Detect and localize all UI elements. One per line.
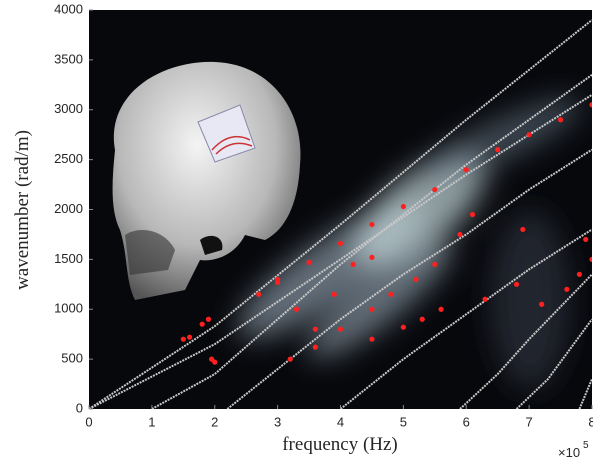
data-point	[256, 291, 262, 297]
y-tick-label: 2500	[54, 151, 83, 166]
data-point	[576, 271, 583, 277]
x-tick-label: 0	[85, 414, 92, 429]
data-point	[413, 276, 419, 282]
data-point	[400, 203, 406, 210]
x-tick-label: 1	[148, 414, 155, 429]
data-point	[482, 296, 488, 302]
data-point	[388, 291, 394, 297]
data-point	[432, 261, 438, 267]
y-tick-label: 0	[76, 400, 83, 415]
dispersion-curve	[459, 273, 592, 409]
data-point	[400, 324, 406, 330]
data-point	[432, 186, 438, 193]
y-axis-label: wavenumber (rad/m)	[12, 130, 33, 290]
data-point	[205, 316, 212, 322]
data-point	[369, 336, 375, 342]
data-point	[180, 336, 186, 342]
data-point	[589, 102, 592, 108]
dispersion-curve	[578, 378, 592, 409]
y-tick-label: 1500	[54, 251, 83, 266]
x-tick-label: 2	[211, 414, 218, 429]
y-tick-label: 4000	[54, 1, 83, 16]
x-tick-label: 8	[588, 414, 593, 429]
y-tick-label: 3000	[54, 101, 83, 116]
y-tick-label: 500	[61, 351, 83, 366]
x-tick-label: 5	[400, 414, 407, 429]
data-point	[350, 261, 356, 267]
dispersion-curve	[515, 318, 592, 409]
data-point	[293, 306, 300, 312]
data-point	[312, 344, 318, 350]
dispersion-curve	[226, 148, 592, 409]
data-point	[526, 132, 532, 138]
x-axis-label: frequency (Hz)	[282, 434, 398, 455]
data-point	[463, 167, 469, 173]
data-point	[369, 221, 375, 228]
data-point	[469, 211, 476, 218]
dispersion-curve	[89, 93, 592, 409]
data-point	[187, 334, 193, 340]
y-tick-label: 2000	[54, 201, 83, 216]
data-point	[589, 256, 592, 262]
data-point	[337, 240, 344, 247]
dispersion-curve	[151, 74, 592, 409]
x-tick-label: 4	[337, 414, 344, 429]
x-multiplier: ×10	[558, 445, 580, 460]
data-point	[209, 356, 215, 362]
data-point	[557, 117, 564, 123]
data-point	[369, 306, 375, 312]
x-tick-label: 7	[526, 414, 533, 429]
data-point	[495, 147, 501, 153]
data-point	[539, 301, 545, 307]
data-point	[306, 259, 312, 265]
skull-image	[112, 61, 301, 300]
dispersion-curve	[339, 228, 592, 409]
plot-marks	[89, 19, 592, 409]
data-point	[513, 281, 520, 287]
data-point	[583, 236, 589, 243]
y-tick-label: 3500	[54, 51, 83, 66]
data-point	[564, 286, 570, 292]
x-multiplier-exponent: 5	[583, 440, 589, 451]
data-point	[287, 356, 293, 362]
data-point	[457, 231, 463, 238]
data-point	[337, 326, 344, 332]
x-tick-label: 6	[463, 414, 470, 429]
data-point	[312, 326, 318, 332]
data-point	[520, 226, 526, 233]
data-point	[419, 316, 425, 322]
data-point	[331, 291, 337, 297]
data-point	[275, 276, 281, 282]
data-point	[369, 254, 375, 260]
x-tick-label: 3	[274, 414, 281, 429]
y-tick-label: 1000	[54, 301, 83, 316]
data-point	[438, 306, 444, 312]
dispersion-curve	[89, 19, 592, 409]
data-point	[199, 321, 205, 327]
